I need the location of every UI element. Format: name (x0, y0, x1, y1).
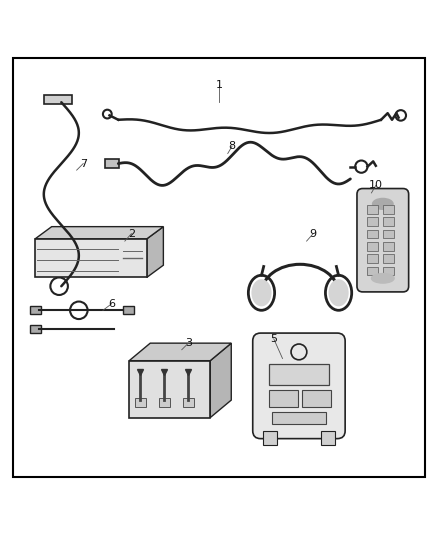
Polygon shape (210, 343, 231, 418)
Text: 6: 6 (108, 298, 115, 309)
Bar (367, 254, 378, 263)
Ellipse shape (328, 279, 349, 306)
Ellipse shape (371, 273, 395, 284)
Bar (383, 242, 394, 251)
Bar (159, 398, 170, 407)
Bar (383, 205, 394, 214)
Polygon shape (129, 343, 231, 361)
Text: 5: 5 (270, 334, 277, 344)
Bar (30, 306, 41, 314)
Bar (30, 325, 41, 333)
Text: 2: 2 (128, 229, 135, 239)
Bar (367, 266, 378, 275)
Ellipse shape (372, 198, 394, 210)
Bar (272, 412, 326, 424)
Bar (263, 431, 277, 445)
Text: 1: 1 (215, 80, 223, 90)
Text: 3: 3 (185, 338, 192, 348)
Text: 10: 10 (369, 181, 383, 190)
Bar (123, 306, 134, 314)
Bar (129, 361, 210, 418)
Ellipse shape (251, 279, 272, 306)
Bar (44, 95, 72, 103)
Text: 9: 9 (310, 229, 317, 239)
Bar (135, 398, 146, 407)
Bar (269, 390, 298, 407)
Bar (383, 230, 394, 238)
Bar (367, 242, 378, 251)
Bar (383, 217, 394, 226)
Polygon shape (147, 227, 163, 278)
Bar (302, 390, 331, 407)
FancyBboxPatch shape (357, 189, 409, 292)
Bar (367, 205, 378, 214)
Text: 7: 7 (80, 159, 87, 168)
Bar (383, 266, 394, 275)
Bar (105, 159, 119, 167)
Bar (183, 398, 194, 407)
Bar (321, 431, 335, 445)
Polygon shape (35, 227, 163, 239)
Bar (383, 254, 394, 263)
Bar (35, 239, 147, 278)
Text: 8: 8 (229, 141, 236, 151)
Bar (367, 230, 378, 238)
Bar (269, 364, 328, 385)
FancyBboxPatch shape (253, 333, 345, 439)
Bar (367, 217, 378, 226)
